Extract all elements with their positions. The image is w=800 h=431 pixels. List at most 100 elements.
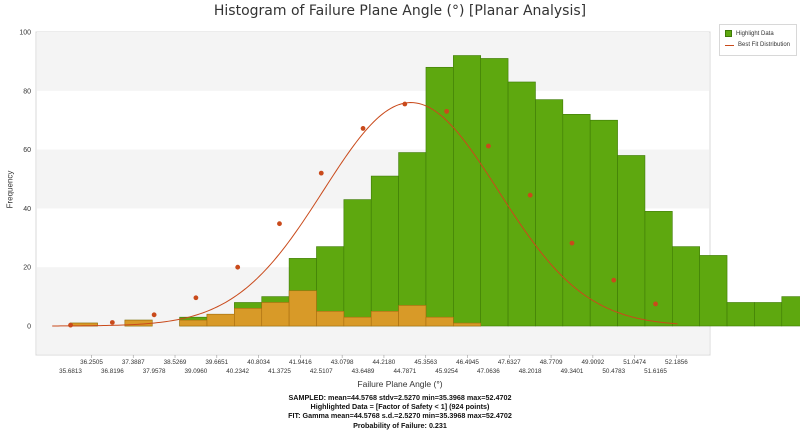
legend-label-fit: Best Fit Distribution	[738, 42, 791, 48]
legend-item-fit: Best Fit Distribution	[725, 42, 790, 48]
stats-fit: FIT: Gamma mean=44.5768 s.d.=2.5270 min=…	[288, 411, 512, 421]
x-tick-label-top: 46.4945	[456, 359, 479, 366]
stats-probability: Probability of Failure: 0.231	[353, 420, 447, 430]
x-tick-label-top: 41.9416	[289, 359, 312, 366]
x-tick-label-bottom: 36.8196	[101, 368, 124, 375]
fit-point	[235, 264, 241, 270]
failure-bar	[179, 319, 208, 327]
fit-point	[318, 170, 324, 176]
chart-title: Histogram of Failure Plane Angle (°) [Pl…	[213, 3, 587, 19]
x-tick-label-top: 45.3563	[414, 359, 437, 366]
x-tick-label-top: 49.9092	[581, 359, 604, 366]
x-tick-label-top: 51.0474	[623, 359, 646, 366]
x-tick-label-bottom: 47.0636	[477, 368, 500, 375]
grid-band	[37, 326, 709, 354]
failure-bars	[69, 290, 482, 327]
failure-bar	[398, 305, 427, 327]
y-tick-label: 80	[23, 88, 31, 95]
fit-point	[444, 108, 450, 114]
x-tick-label-top: 43.0798	[331, 359, 354, 366]
highlight-bar	[535, 99, 564, 327]
x-tick-label-top: 48.7709	[540, 359, 563, 366]
fit-curve	[52, 101, 678, 328]
x-tick-label-top: 39.6651	[205, 359, 228, 366]
x-tick-label-bottom: 49.3401	[561, 368, 584, 375]
fit-point	[653, 301, 658, 307]
highlight-bars	[69, 55, 800, 327]
fit-point	[277, 221, 282, 227]
legend-swatch-highlight	[725, 30, 732, 37]
x-tick-label-bottom: 41.3725	[268, 368, 291, 375]
fit-point	[486, 143, 491, 149]
x-axis-label: Failure Plane Angle (°)	[357, 379, 443, 389]
highlight-bar	[781, 296, 800, 327]
fit-point	[569, 240, 575, 246]
y-axis: 0 20 40 60 80 100	[19, 30, 31, 331]
highlight-bar	[562, 114, 591, 327]
statistics-summary: SAMPLED: mean=44.5768 stdv=2.5270 min=35…	[0, 393, 800, 430]
legend-label-highlight: Highlight Data	[736, 30, 774, 37]
fit-point	[68, 322, 73, 328]
legend-swatch-fit	[725, 44, 734, 46]
highlight-bar	[453, 55, 482, 327]
x-tick-label-bottom: 35.6813	[59, 368, 82, 375]
x-tick-label-top: 38.5269	[164, 359, 187, 366]
highlight-bar	[672, 246, 700, 327]
fit-point	[109, 320, 115, 325]
x-tick-label-top: 40.8034	[247, 359, 270, 366]
fit-point	[611, 277, 617, 283]
x-tick-label-bottom: 40.2342	[226, 368, 249, 375]
highlight-bar	[617, 155, 646, 327]
legend-item-highlight: Highlight Data	[725, 30, 774, 37]
x-tick-label-bottom: 44.7871	[393, 368, 416, 375]
highlight-bar	[480, 58, 509, 327]
highlight-bar	[726, 302, 755, 327]
x-tick-label-bottom: 51.6165	[644, 368, 667, 375]
x-tick-label-bottom: 43.6489	[352, 368, 375, 375]
x-tick-label-bottom: 45.9254	[435, 368, 458, 375]
highlight-bar	[754, 302, 783, 327]
fit-point	[527, 192, 533, 198]
grid-band	[37, 32, 709, 91]
highlight-bar	[370, 175, 399, 327]
failure-bar	[370, 310, 399, 327]
failure-bar	[343, 316, 372, 327]
highlight-bar	[398, 152, 427, 327]
failure-bar	[261, 302, 290, 327]
x-tick-label-bottom: 50.4783	[602, 368, 625, 375]
x-tick-label-top: 37.3887	[122, 359, 145, 366]
x-tick-label-top: 52.1856	[665, 359, 688, 366]
x-tick-label-top: 44.2180	[373, 359, 396, 366]
legend: Highlight Data Best Fit Distribution	[719, 24, 797, 56]
x-tick-label-bottom: 39.0960	[185, 368, 208, 375]
y-tick-label: 40	[23, 206, 31, 213]
highlight-bar	[644, 211, 673, 327]
stats-sampled: SAMPLED: mean=44.5768 stdv=2.5270 min=35…	[288, 393, 512, 402]
failure-bar	[234, 308, 263, 327]
failure-bar	[316, 310, 345, 327]
x-axis: 36.2505 37.3887 38.5269 39.6651 40.8034 41.94…	[59, 355, 688, 375]
highlight-bar	[699, 255, 728, 327]
x-tick-label-bottom: 37.9578	[143, 368, 166, 375]
y-tick-label: 100	[19, 30, 31, 37]
failure-bar	[288, 290, 317, 327]
failure-bar	[453, 322, 482, 327]
fit-point	[360, 126, 366, 131]
failure-bar	[425, 316, 454, 327]
highlight-bar	[589, 119, 618, 327]
fit-point	[193, 295, 199, 301]
fit-point	[151, 312, 157, 318]
fit-point	[402, 101, 408, 107]
y-tick-label: 20	[23, 265, 31, 272]
highlight-bar	[425, 66, 454, 327]
x-tick-label-top: 47.6327	[498, 359, 521, 366]
y-tick-label: 60	[23, 147, 31, 154]
x-tick-label-bottom: 42.5107	[310, 368, 333, 375]
failure-bar	[206, 313, 235, 327]
y-tick-label: 0	[27, 324, 31, 331]
stats-highlighted: Highlighted Data = [Factor of Safety < 1…	[310, 402, 490, 412]
x-tick-label-bottom: 48.2018	[519, 368, 542, 375]
highlight-bar	[343, 199, 372, 327]
highlight-bar	[507, 81, 536, 327]
